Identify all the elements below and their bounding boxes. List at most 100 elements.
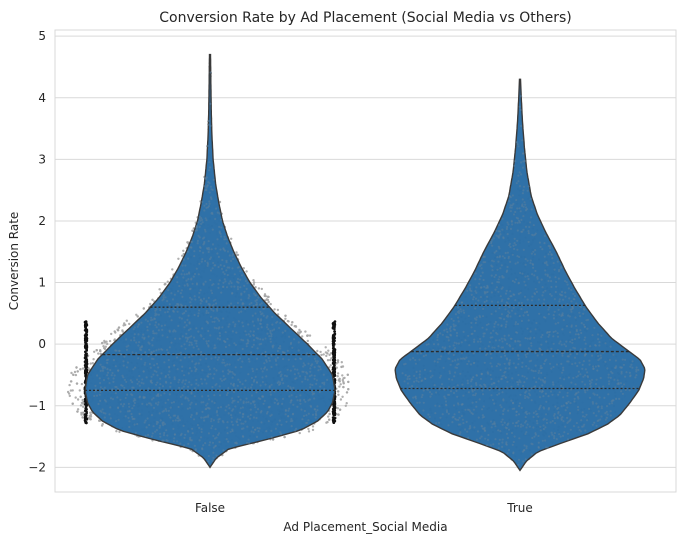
swarm-point-edge (331, 326, 335, 330)
inner-point (155, 383, 158, 386)
swarm-point (80, 382, 84, 386)
inner-point (245, 441, 249, 445)
swarm-point-edge (84, 406, 88, 410)
inner-point (316, 360, 319, 363)
swarm-point (324, 346, 327, 349)
inner-point (144, 351, 147, 354)
inner-point (203, 185, 206, 188)
inner-point (152, 397, 155, 400)
swarm-point (337, 393, 340, 396)
swarm-point (71, 389, 74, 392)
inner-point (117, 369, 120, 372)
swarm-point (88, 414, 91, 418)
inner-point (155, 313, 158, 316)
inner-point (157, 313, 160, 316)
inner-point (142, 395, 145, 398)
inner-point (108, 413, 111, 416)
inner-point (316, 409, 319, 412)
inner-point (109, 368, 112, 372)
swarm-point (177, 257, 180, 260)
inner-point (210, 188, 213, 191)
inner-point (103, 386, 106, 389)
inner-point (217, 282, 220, 286)
inner-point (239, 286, 242, 289)
inner-point (247, 415, 250, 418)
inner-point (173, 329, 176, 332)
inner-point (290, 418, 293, 421)
inner-point (206, 247, 209, 250)
inner-point (212, 261, 215, 265)
inner-point (176, 440, 179, 443)
swarm-point (70, 371, 73, 375)
inner-point (169, 385, 172, 388)
inner-point (196, 242, 199, 245)
swarm-point (91, 362, 95, 365)
inner-point (122, 405, 125, 408)
inner-point (240, 422, 243, 425)
inner-point (188, 367, 192, 370)
inner-point (138, 412, 141, 415)
inner-point (223, 278, 226, 281)
inner-point (135, 352, 138, 355)
inner-point (159, 309, 162, 312)
inner-point (183, 444, 186, 447)
inner-point (230, 353, 233, 356)
inner-point (234, 323, 237, 326)
y-tick-label: −1 (28, 399, 46, 413)
inner-point (207, 119, 210, 123)
inner-point (227, 412, 230, 415)
inner-point (215, 454, 218, 457)
inner-point (205, 300, 208, 303)
inner-point (262, 307, 265, 310)
inner-point (154, 324, 157, 327)
swarm-point (329, 358, 332, 362)
inner-point (213, 326, 216, 329)
swarm-point (346, 373, 349, 376)
inner-point (271, 345, 274, 348)
swarm-point (118, 430, 121, 434)
inner-point (160, 372, 163, 375)
inner-point (119, 398, 122, 401)
inner-point (156, 362, 159, 365)
inner-point (290, 394, 293, 397)
inner-point (172, 401, 176, 404)
inner-point (256, 337, 260, 340)
inner-point (204, 442, 207, 445)
inner-point (239, 270, 242, 273)
inner-point (168, 329, 171, 332)
inner-point (252, 416, 256, 419)
inner-point (206, 402, 209, 405)
inner-point (216, 252, 219, 255)
swarm-point (301, 335, 304, 338)
inner-point (258, 427, 261, 430)
inner-point (247, 387, 250, 390)
inner-point (154, 321, 157, 324)
inner-point (154, 402, 158, 405)
inner-point (187, 257, 190, 260)
inner-point (215, 307, 219, 311)
inner-point (211, 243, 215, 246)
inner-point (151, 432, 154, 435)
inner-point (169, 381, 172, 385)
swarm-point-edge (333, 363, 336, 367)
inner-point (200, 416, 203, 419)
inner-point (142, 333, 145, 336)
inner-point (149, 379, 152, 383)
inner-point (267, 328, 270, 331)
swarm-point (142, 307, 145, 310)
inner-point (313, 357, 316, 360)
inner-point (168, 370, 171, 373)
inner-point (184, 304, 187, 308)
inner-point (109, 397, 113, 400)
inner-point (155, 349, 158, 352)
inner-point (198, 439, 201, 442)
inner-point (305, 414, 308, 417)
inner-point (195, 345, 199, 348)
inner-point (208, 191, 211, 194)
inner-point (219, 218, 223, 221)
inner-point (148, 362, 151, 366)
inner-point (209, 256, 213, 259)
inner-point (150, 414, 154, 417)
inner-point (249, 330, 252, 333)
